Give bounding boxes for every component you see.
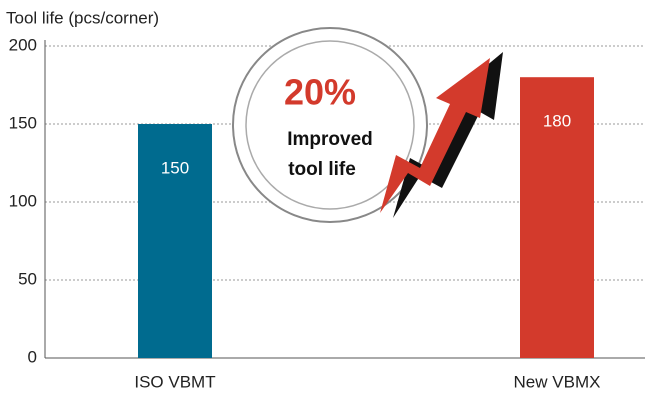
y-axis-label: Tool life (pcs/corner) [6, 8, 159, 27]
annotation: 20% [284, 72, 356, 113]
bar [520, 77, 594, 358]
annotation: Improved [287, 129, 373, 150]
data-label: 180 [543, 112, 571, 131]
y-tick-label: 200 [9, 35, 37, 54]
y-tick-label: 50 [18, 269, 37, 288]
y-tick-label: 150 [9, 113, 37, 132]
bar [138, 124, 212, 358]
callout-inner [245, 40, 415, 210]
annotation: tool life [288, 159, 356, 180]
arrow [380, 58, 490, 213]
y-tick-label: 100 [9, 191, 37, 210]
y-tick-label: 0 [28, 347, 37, 366]
x-tick-label: New VBMX [514, 372, 601, 391]
data-label: 150 [161, 158, 189, 177]
x-tick-label: ISO VBMT [134, 372, 215, 391]
